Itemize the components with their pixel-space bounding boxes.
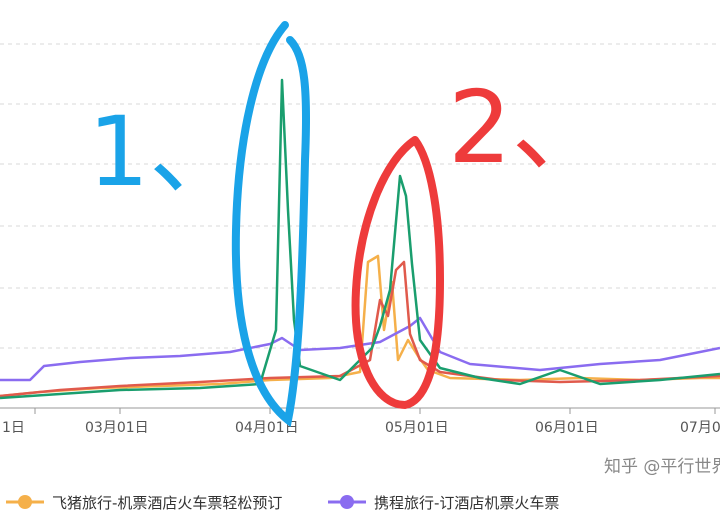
watermark-text: 知乎 @平行世界 (604, 457, 720, 477)
annotation-red-ellipse (351, 136, 445, 410)
legend-marker-ctrip (340, 495, 354, 509)
x-tick-label-4: 06月01日 (535, 420, 599, 436)
x-tick-label-5: 07月0 (680, 420, 720, 436)
series-line-feizhu (0, 254, 720, 398)
legend-label-feizhu: 飞猪旅行-机票酒店火车票轻松预订 (52, 494, 282, 512)
x-tick-label-0: 1日 (2, 420, 25, 436)
series-line-red (0, 260, 720, 398)
x-tick-label-3: 05月01日 (385, 420, 449, 436)
legend-marker-feizhu (18, 495, 32, 509)
x-tick-label-2: 04月01日 (235, 420, 299, 436)
legend-item-feizhu[interactable]: 飞猪旅行-机票酒店火车票轻松预订 (6, 494, 282, 512)
series-line-ctrip (0, 316, 720, 382)
annotation-number-2: 2、 (448, 69, 612, 186)
annotation-blue-ellipse (231, 21, 311, 428)
annotations: 1、 2、 (88, 21, 612, 428)
x-axis-ticks: 1日 03月01日 04月01日 05月01日 06月01日 07月0 (2, 408, 720, 436)
legend-item-ctrip[interactable]: 携程旅行-订酒店机票火车票 (328, 494, 559, 512)
legend-label-ctrip: 携程旅行-订酒店机票火车票 (374, 494, 559, 512)
legend: 飞猪旅行-机票酒店火车票轻松预订 携程旅行-订酒店机票火车票 (6, 494, 559, 512)
x-tick-label-1: 03月01日 (85, 420, 149, 436)
annotation-number-1: 1、 (88, 96, 245, 208)
